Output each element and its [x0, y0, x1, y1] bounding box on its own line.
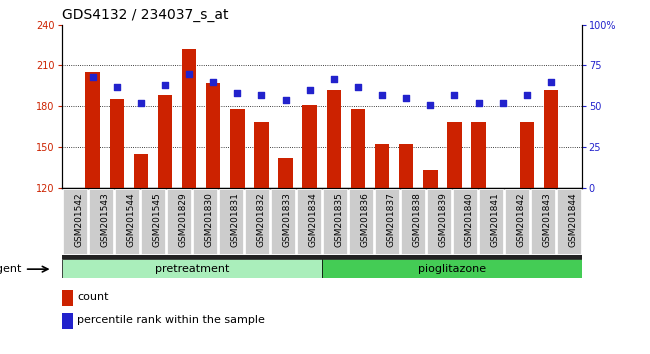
Point [425, 102, 436, 107]
FancyBboxPatch shape [63, 189, 86, 253]
Bar [278, 158, 292, 188]
FancyBboxPatch shape [375, 189, 398, 253]
Text: GSM201842: GSM201842 [517, 192, 526, 247]
Point [497, 100, 508, 106]
Bar [423, 170, 437, 188]
Bar [519, 122, 534, 188]
Text: GSM201837: GSM201837 [387, 192, 396, 247]
FancyBboxPatch shape [245, 189, 268, 253]
Bar [62, 259, 322, 278]
Bar [326, 90, 341, 188]
Point [136, 100, 146, 106]
Text: GSM201838: GSM201838 [413, 192, 422, 247]
Text: GSM201836: GSM201836 [361, 192, 370, 247]
Text: GSM201830: GSM201830 [205, 192, 214, 247]
Bar [254, 122, 268, 188]
Point [112, 84, 122, 90]
Point [160, 82, 170, 88]
Point [208, 79, 218, 85]
Point [87, 74, 98, 80]
Text: GDS4132 / 234037_s_at: GDS4132 / 234037_s_at [62, 8, 228, 22]
Point [256, 92, 266, 98]
Text: GSM201834: GSM201834 [309, 192, 318, 247]
Bar [351, 109, 365, 188]
Bar [182, 49, 196, 188]
Bar [62, 255, 582, 259]
Text: GSM201840: GSM201840 [465, 192, 474, 247]
Text: GSM201545: GSM201545 [153, 192, 162, 247]
Point [280, 97, 291, 103]
FancyBboxPatch shape [167, 189, 190, 253]
Bar [375, 144, 389, 188]
Text: GSM201839: GSM201839 [439, 192, 448, 247]
Point [232, 90, 242, 96]
Text: GSM201843: GSM201843 [543, 192, 552, 247]
FancyBboxPatch shape [193, 189, 216, 253]
Bar [206, 83, 220, 188]
FancyBboxPatch shape [141, 189, 164, 253]
Point [377, 92, 387, 98]
Bar [471, 122, 486, 188]
FancyBboxPatch shape [297, 189, 320, 253]
Bar [399, 144, 413, 188]
Text: GSM201829: GSM201829 [179, 192, 188, 247]
FancyBboxPatch shape [453, 189, 476, 253]
Point [184, 71, 194, 76]
Bar [134, 154, 148, 188]
FancyBboxPatch shape [531, 189, 554, 253]
Text: GSM201835: GSM201835 [335, 192, 344, 247]
FancyBboxPatch shape [323, 189, 346, 253]
Bar [230, 109, 244, 188]
FancyBboxPatch shape [427, 189, 450, 253]
Text: GSM201543: GSM201543 [101, 192, 110, 247]
Point [329, 76, 339, 81]
FancyBboxPatch shape [557, 189, 580, 253]
Text: GSM201544: GSM201544 [127, 192, 136, 247]
Text: GSM201542: GSM201542 [75, 192, 84, 247]
Bar [62, 290, 73, 306]
Text: agent: agent [0, 264, 21, 274]
FancyBboxPatch shape [89, 189, 112, 253]
Bar [322, 259, 582, 278]
FancyBboxPatch shape [219, 189, 242, 253]
Text: GSM201831: GSM201831 [231, 192, 240, 247]
Text: GSM201844: GSM201844 [569, 192, 578, 247]
Text: GSM201833: GSM201833 [283, 192, 292, 247]
Text: pretreatment: pretreatment [155, 264, 229, 274]
FancyBboxPatch shape [349, 189, 372, 253]
Bar [85, 72, 100, 188]
Bar [158, 95, 172, 188]
Text: percentile rank within the sample: percentile rank within the sample [77, 315, 265, 325]
Bar [447, 122, 462, 188]
Text: GSM201841: GSM201841 [491, 192, 500, 247]
FancyBboxPatch shape [505, 189, 528, 253]
Bar [62, 313, 73, 329]
Point [521, 92, 532, 98]
Point [304, 87, 315, 93]
FancyBboxPatch shape [401, 189, 424, 253]
Point [449, 92, 460, 98]
FancyBboxPatch shape [479, 189, 502, 253]
Text: GSM201832: GSM201832 [257, 192, 266, 247]
Text: pioglitazone: pioglitazone [418, 264, 486, 274]
Point [401, 95, 411, 101]
Bar [302, 105, 317, 188]
Point [353, 84, 363, 90]
Point [546, 79, 556, 85]
FancyBboxPatch shape [115, 189, 138, 253]
Text: count: count [77, 292, 109, 302]
Bar [543, 90, 558, 188]
Bar [109, 99, 124, 188]
FancyBboxPatch shape [271, 189, 294, 253]
Point [473, 100, 484, 106]
